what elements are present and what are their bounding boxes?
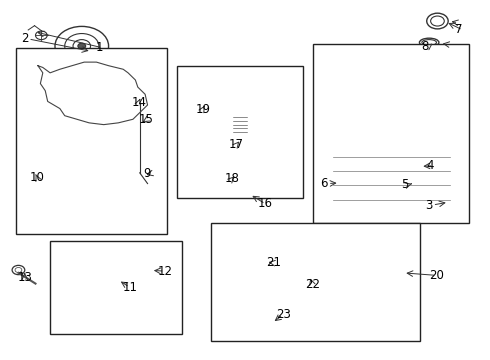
Circle shape (83, 91, 91, 97)
Bar (177, 66, 303, 198)
Bar (16, 48, 167, 234)
Text: 21: 21 (266, 256, 281, 269)
Text: 10: 10 (30, 171, 45, 184)
Text: 3: 3 (425, 198, 433, 212)
Text: 8: 8 (421, 40, 429, 53)
Text: 9: 9 (144, 167, 151, 180)
Bar (50, 241, 182, 334)
Text: 1: 1 (96, 41, 103, 54)
Text: 14: 14 (131, 96, 147, 109)
Circle shape (78, 43, 86, 49)
Text: 23: 23 (276, 308, 291, 321)
Text: 13: 13 (18, 271, 32, 284)
Text: 6: 6 (320, 177, 328, 190)
Text: 5: 5 (401, 178, 409, 191)
Bar (211, 223, 420, 341)
Text: 15: 15 (139, 113, 154, 126)
Text: 12: 12 (157, 265, 172, 278)
Text: 18: 18 (224, 172, 240, 185)
Text: 16: 16 (258, 197, 273, 211)
Text: 7: 7 (456, 23, 463, 36)
Bar (313, 44, 469, 223)
Text: 22: 22 (305, 278, 320, 291)
Text: 2: 2 (21, 32, 28, 45)
Text: 19: 19 (196, 103, 210, 116)
Text: 4: 4 (426, 159, 434, 172)
Text: 17: 17 (229, 139, 244, 152)
Text: 11: 11 (122, 281, 137, 294)
Text: 20: 20 (429, 269, 444, 282)
Circle shape (325, 179, 337, 188)
